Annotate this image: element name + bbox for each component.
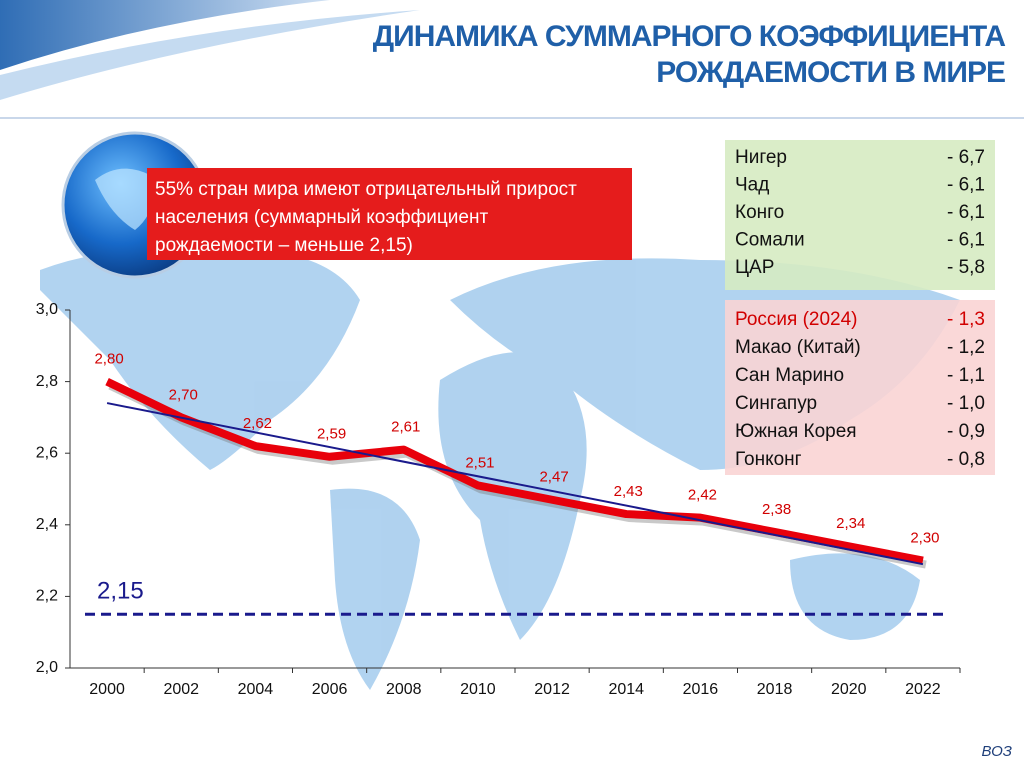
country: ЦАР [735,257,774,278]
swoosh [0,0,330,70]
source: ВОЗ [981,743,1012,760]
title: ДИНАМИКА СУММАРНОГО КОЭФФИЦИЕНТА [373,20,1006,53]
value-label: 2,34 [836,515,865,532]
trend-line [106,402,924,566]
high-box [725,140,995,290]
value-label: 2,30 [910,530,939,547]
x-tick-label: 2014 [608,681,644,698]
country: Сан Марино [735,365,844,386]
country-value: - 1,2 [947,337,985,358]
y-tick-label: 3,0 [36,301,58,318]
country: Макао (Китай) [735,337,861,358]
value-label: 2,70 [169,386,198,403]
value-label: 2,51 [465,454,494,471]
country: Нигер [735,147,787,168]
value-label: 2,43 [614,483,643,500]
globe-land [95,168,153,230]
country: Южная Корея [735,421,857,442]
value-label: 2,38 [762,501,791,518]
y-tick-label: 2,8 [36,373,58,390]
value-label: 2,61 [391,419,420,436]
country-value: - 0,8 [947,449,985,470]
country: Россия (2024) [735,309,858,330]
country: Сомали [735,230,805,251]
x-tick-label: 2010 [460,681,496,698]
y-tick-label: 2,2 [36,588,58,605]
country-value: - 6,1 [947,202,985,223]
x-tick-label: 2006 [312,681,348,698]
value-label: 2,62 [243,415,272,432]
country: Конго [735,202,784,223]
low-box [725,300,995,475]
x-tick-label: 2002 [163,681,199,698]
x-tick-label: 2008 [386,681,422,698]
x-tick-label: 2018 [757,681,793,698]
x-tick-label: 2016 [683,681,719,698]
title: РОЖДАЕМОСТИ В МИРЕ [656,56,1005,89]
country-value: - 0,9 [947,421,985,442]
callout-text: рождаемости – меньше 2,15) [155,235,413,256]
value-label: 2,80 [94,351,123,368]
country-value: - 1,3 [947,309,985,330]
x-tick-label: 2004 [238,681,274,698]
x-tick-label: 2012 [534,681,570,698]
y-tick-label: 2,0 [36,659,58,676]
country-value: - 5,8 [947,257,985,278]
country-value: - 6,1 [947,175,985,196]
x-tick-label: 2020 [831,681,867,698]
x-tick-label: 2000 [89,681,125,698]
series-line [105,377,924,565]
callout-text: 55% стран мира имеют отрицательный приро… [155,179,577,200]
y-tick-label: 2,4 [36,516,58,533]
country-value: - 6,7 [947,147,985,168]
callout-text: населения (суммарный коэффициент [155,207,488,228]
country-value: - 1,0 [947,393,985,414]
value-label: 2,42 [688,487,717,504]
country: Чад [735,175,769,196]
x-tick-label: 2022 [905,681,941,698]
country: Гонконг [735,449,802,470]
y-tick-label: 2,6 [36,444,58,461]
country-value: - 6,1 [947,230,985,251]
callout-box [147,168,632,260]
country: Сингапур [735,393,817,414]
country-value: - 1,1 [947,365,985,386]
value-label: 2,59 [317,426,346,443]
reference-label: 2,15 [97,578,144,605]
value-label: 2,47 [539,469,568,486]
